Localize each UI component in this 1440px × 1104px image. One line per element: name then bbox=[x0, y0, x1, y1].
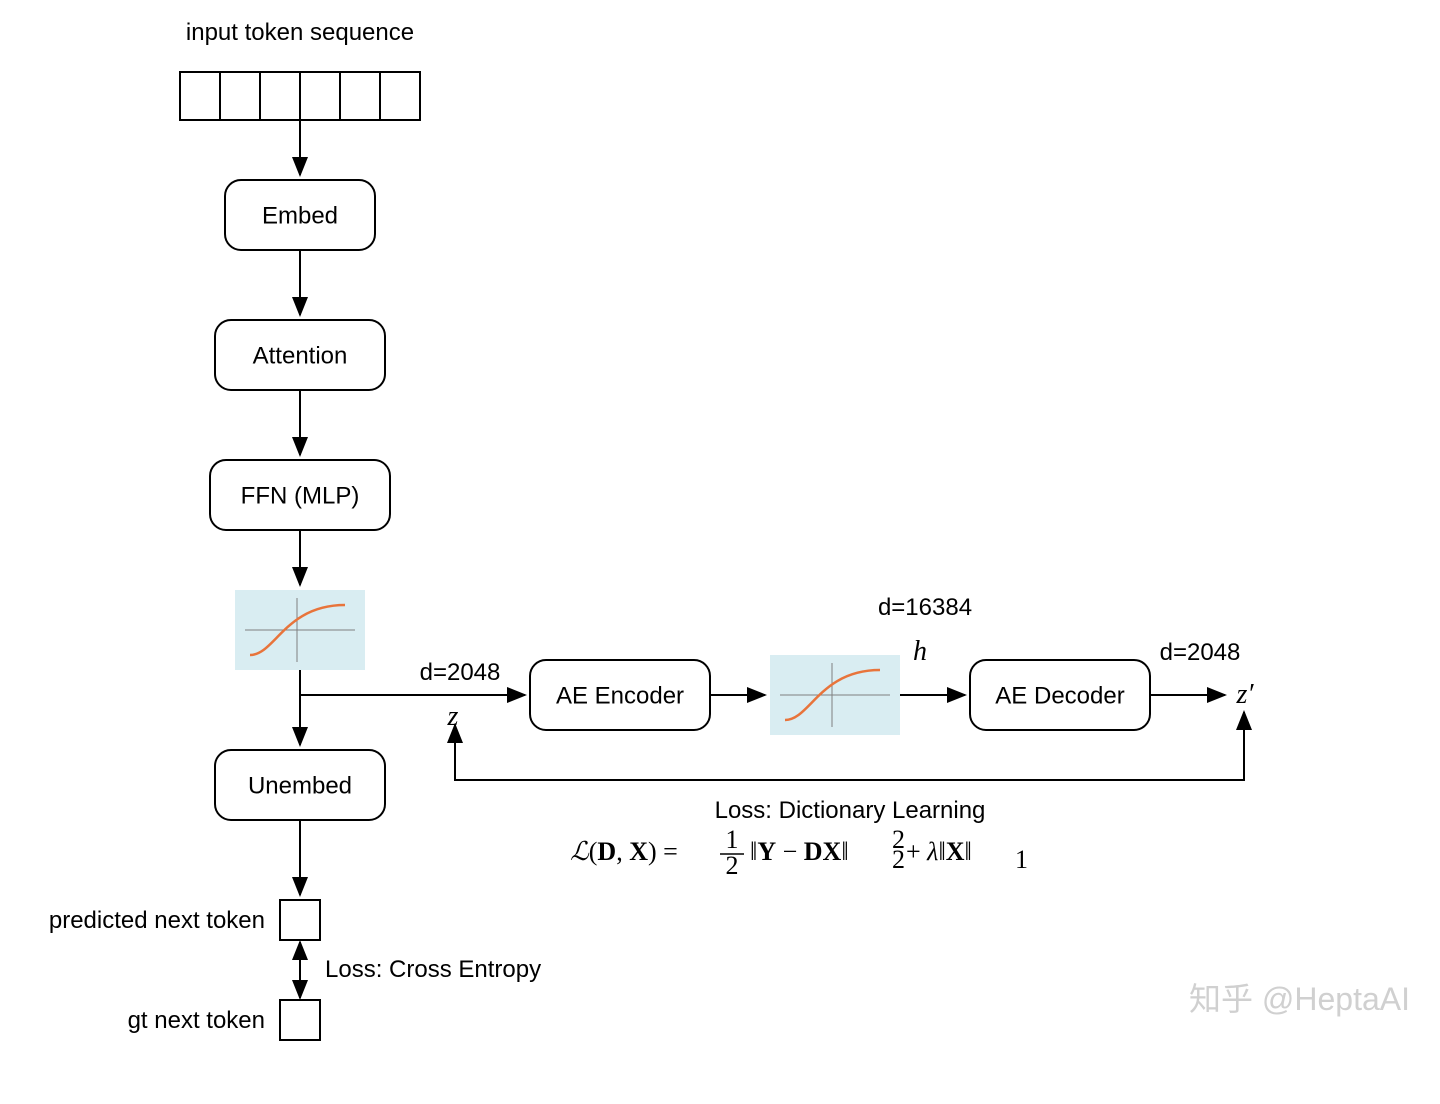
activation-plot-2 bbox=[770, 655, 900, 735]
attention-label: Attention bbox=[253, 342, 348, 369]
token-cell bbox=[180, 72, 220, 120]
node-ffn: FFN (MLP) bbox=[210, 460, 390, 530]
gt-token-box bbox=[280, 1000, 320, 1040]
svg-text:ℒ(D, X) =: ℒ(D, X) = bbox=[570, 837, 678, 866]
token-cell bbox=[380, 72, 420, 120]
dim-h-label: d=16384 bbox=[878, 594, 972, 621]
token-cell bbox=[220, 72, 260, 120]
gt-label: gt next token bbox=[128, 1007, 265, 1034]
formula: ℒ(D, X) = 1 2 ‖Y − DX‖ 2 2 + λ‖X‖ 1 bbox=[570, 825, 1028, 880]
svg-text:1: 1 bbox=[1015, 845, 1028, 874]
watermark: 知乎 @HeptaAI bbox=[1189, 981, 1410, 1017]
svg-text:‖Y − DX‖: ‖Y − DX‖ bbox=[750, 837, 849, 866]
var-z: z bbox=[447, 701, 459, 732]
node-unembed: Unembed bbox=[215, 750, 385, 820]
loss-ce-label: Loss: Cross Entropy bbox=[325, 956, 541, 983]
ae-decoder-label: AE Decoder bbox=[995, 682, 1124, 709]
dim-z-label: d=2048 bbox=[420, 659, 501, 686]
title-label: input token sequence bbox=[186, 19, 414, 46]
token-cell bbox=[340, 72, 380, 120]
node-ae-encoder: AE Encoder bbox=[530, 660, 710, 730]
node-ae-decoder: AE Decoder bbox=[970, 660, 1150, 730]
svg-text:2: 2 bbox=[892, 825, 905, 854]
loss-dict-label: Loss: Dictionary Learning bbox=[715, 797, 986, 824]
embed-label: Embed bbox=[262, 202, 338, 229]
svg-text:1: 1 bbox=[726, 825, 739, 854]
predicted-token-box bbox=[280, 900, 320, 940]
var-zprime: z′ bbox=[1235, 679, 1254, 710]
activation-plot-1 bbox=[235, 590, 365, 670]
ffn-label: FFN (MLP) bbox=[241, 482, 360, 509]
dim-zprime-label: d=2048 bbox=[1160, 639, 1241, 666]
predicted-label: predicted next token bbox=[49, 907, 265, 934]
node-attention: Attention bbox=[215, 320, 385, 390]
var-h: h bbox=[913, 636, 927, 667]
token-sequence bbox=[180, 72, 420, 120]
token-cell bbox=[300, 72, 340, 120]
svg-text:2: 2 bbox=[726, 851, 739, 880]
ae-encoder-label: AE Encoder bbox=[556, 682, 684, 709]
unembed-label: Unembed bbox=[248, 772, 352, 799]
token-cell bbox=[260, 72, 300, 120]
node-embed: Embed bbox=[225, 180, 375, 250]
svg-text:+ λ‖X‖: + λ‖X‖ bbox=[906, 837, 972, 866]
